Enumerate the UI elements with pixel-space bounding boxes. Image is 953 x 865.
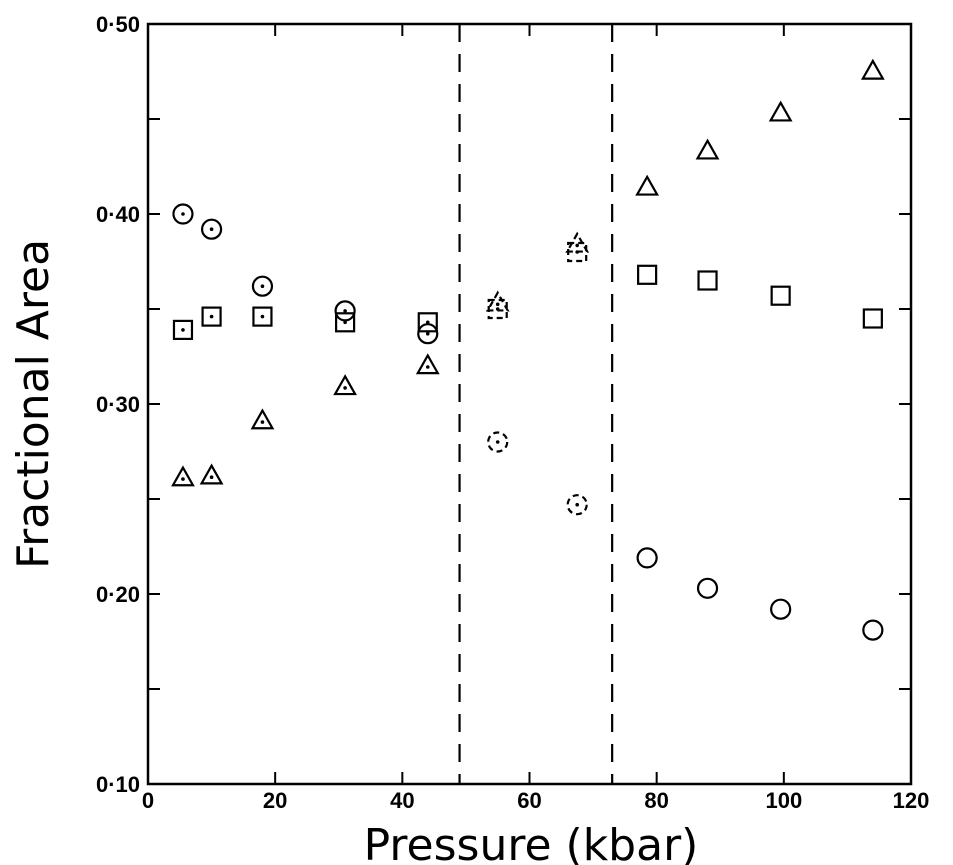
triangle-marker (333, 374, 357, 396)
x-tick-label: 120 (893, 788, 930, 813)
triangle-marker (485, 290, 510, 312)
marker-center-dot (260, 420, 265, 424)
x-tick-label: 80 (644, 788, 668, 813)
marker-center-dot (209, 475, 214, 480)
marker-center-dot (181, 328, 185, 332)
circle-marker (200, 218, 223, 240)
x-axis-title: Pressure (kbar) (364, 820, 699, 865)
triangle-marker (199, 463, 224, 485)
data-markers (171, 58, 885, 641)
marker-center-dot (343, 309, 347, 313)
marker-center-dot (425, 331, 430, 336)
square-marker (252, 306, 273, 327)
square-marker (201, 306, 222, 327)
square-marker (637, 264, 658, 285)
y-tick-label: 0·20 (96, 582, 140, 607)
circle-marker (566, 494, 588, 516)
triangle-marker (695, 138, 720, 160)
marker-center-dot (575, 502, 579, 507)
x-tick-label: 100 (765, 788, 802, 813)
circle-marker (417, 323, 439, 345)
marker-center-dot (425, 320, 430, 325)
triangle-marker (768, 100, 793, 122)
square-marker (770, 285, 791, 306)
marker-center-dot (209, 314, 214, 319)
y-tick-label: 0·10 (96, 772, 140, 797)
y-tick-label: 0·30 (96, 392, 140, 417)
triangle-marker (565, 231, 590, 253)
y-tick-labels: 0·10 0·20 0·30 0·40 0·50 (96, 12, 140, 797)
square-marker (335, 312, 356, 333)
circle-marker (696, 577, 719, 599)
square-marker (417, 312, 438, 333)
marker-center-dot (495, 440, 500, 444)
circle-marker (770, 598, 792, 620)
marker-center-dot (181, 212, 185, 216)
marker-center-dot (343, 386, 347, 390)
y-tick-label: 0·50 (96, 12, 140, 37)
x-tick-label: 40 (390, 788, 414, 813)
marker-center-dot (343, 320, 347, 325)
marker-center-dot (181, 477, 185, 481)
square-marker (697, 270, 718, 291)
marker-center-dot (209, 227, 214, 231)
marker-center-dot (425, 365, 430, 369)
triangle-marker (171, 465, 195, 487)
marker-center-dot (575, 243, 579, 248)
circle-marker (334, 300, 356, 322)
circle-marker (636, 547, 658, 569)
square-marker (172, 319, 194, 340)
y-axis-title: Fractional Area (8, 239, 59, 569)
y-tick-label: 0·40 (96, 202, 140, 227)
x-tick-labels: 0 20 40 60 80 100 120 (142, 788, 929, 813)
triangle-marker (250, 408, 275, 430)
circle-marker (172, 203, 194, 225)
reference-lines (458, 24, 614, 784)
circle-marker (251, 275, 274, 297)
marker-center-dot (495, 302, 500, 307)
x-tick-label: 0 (142, 788, 154, 813)
circle-marker (862, 619, 884, 641)
circle-marker (487, 431, 509, 453)
triangle-marker (415, 353, 440, 375)
triangle-marker (860, 58, 885, 80)
marker-center-dot (260, 314, 265, 319)
square-marker (487, 298, 508, 320)
x-tick-label: 60 (517, 788, 541, 813)
axis-ticks (147, 23, 912, 785)
square-marker (862, 308, 883, 329)
x-tick-label: 20 (263, 788, 287, 813)
marker-center-dot (260, 284, 265, 289)
triangle-marker (635, 174, 660, 196)
